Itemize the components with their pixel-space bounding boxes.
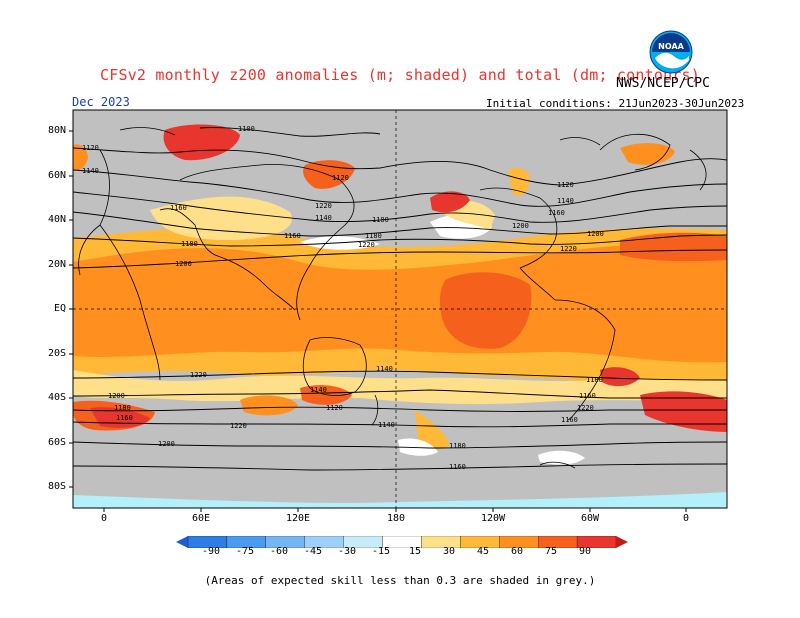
sa-red: [600, 367, 640, 387]
contour-label: 1200: [158, 440, 175, 448]
colorbar-label: -15: [371, 546, 391, 557]
noaa-logo: NOAA: [649, 30, 693, 74]
contour-label: 1220: [190, 371, 207, 379]
south-indian-orange: [240, 395, 298, 416]
northeast-yellow: [508, 168, 530, 196]
north-subtropic-yellow: [150, 196, 292, 240]
south-subtropic-yellow: [73, 370, 727, 405]
contour-label: 1180: [114, 404, 131, 412]
colorbar-arrow-left: [176, 536, 188, 548]
contour-label: 1160: [284, 232, 301, 240]
colorbar-arrow-right: [616, 536, 628, 548]
contour-label: 1220: [230, 422, 247, 430]
lat-label-40n: 40N: [47, 214, 66, 225]
lat-label-20s: 20S: [47, 348, 66, 359]
colorbar-label: 75: [544, 546, 558, 557]
contour-label: 1140: [82, 167, 99, 175]
contour-label: 1160: [579, 392, 596, 400]
contour-label: 1220: [315, 202, 332, 210]
contour-labels: 1100 1120 1140 1160 1180 1200 1220 1140 1120 1160…: [82, 125, 604, 471]
s-america-light: [538, 450, 585, 465]
lon-label-180: 180: [386, 513, 406, 524]
antarctic-ice: [73, 492, 727, 508]
height-contours: [73, 127, 727, 471]
contour-label: 1220: [358, 241, 375, 249]
colorbar-label: 90: [578, 546, 592, 557]
lat-label-80s: 80S: [47, 481, 66, 492]
contour-label: 1140: [376, 365, 393, 373]
na-red: [430, 191, 470, 213]
colorbar-label: -30: [337, 546, 357, 557]
colorbar-label: 45: [476, 546, 490, 557]
lat-label-40s: 40S: [47, 392, 66, 403]
central-pacific-max: [439, 272, 532, 349]
lon-label-120w: 120W: [480, 513, 506, 524]
contour-label: 1140: [315, 214, 332, 222]
contour-label: 1220: [560, 245, 577, 253]
lat-label-20n: 20N: [47, 259, 66, 270]
colorbar-label: 15: [408, 546, 422, 557]
atlantic-red: [620, 143, 675, 165]
contour-label: 1140: [378, 421, 395, 429]
lon-label-120e: 120E: [285, 513, 311, 524]
lat-label-60n: 60N: [47, 170, 66, 181]
contour-label: 1180: [372, 216, 389, 224]
contour-label: 1180: [181, 240, 198, 248]
contour-label: 1160: [561, 416, 578, 424]
arctic-red-1: [163, 124, 240, 161]
lon-label-60e: 60E: [191, 513, 211, 524]
contour-label: 1180: [365, 232, 382, 240]
colorbar-label: -45: [303, 546, 323, 557]
colorbar-label: 60: [510, 546, 524, 557]
axis-ticks: [69, 130, 687, 512]
contour-label: 1140: [310, 386, 327, 394]
contour-label: 1120: [557, 181, 574, 189]
colorbar-label: -60: [269, 546, 289, 557]
initial-conditions: Initial conditions: 21Jun2023-30Jun2023: [486, 97, 745, 110]
tropical-anomaly-core: [73, 243, 727, 363]
contour-label: 1160: [449, 463, 466, 471]
colorbar-label: 30: [442, 546, 456, 557]
contour-label: 1120: [332, 174, 349, 182]
eastern-max: [620, 232, 727, 262]
contour-label: 1200: [108, 392, 125, 400]
west-orange: [73, 144, 88, 171]
colorbar-label: -90: [201, 546, 221, 557]
lon-label-0: 0: [100, 513, 108, 524]
contour-label: 1100: [238, 125, 255, 133]
forecast-month: Dec 2023: [72, 95, 130, 109]
agency-label: NWS/NCEP/CPC: [616, 76, 710, 91]
colorbar: [176, 536, 628, 548]
skill-footnote: (Areas of expected skill less than 0.3 a…: [204, 574, 596, 587]
contour-label: 1160: [548, 209, 565, 217]
contour-label: 1160: [116, 414, 133, 422]
chart-title: CFSv2 monthly z200 anomalies (m; shaded)…: [100, 66, 700, 84]
lat-label-eq: EQ: [53, 303, 66, 314]
contour-label: 1220: [577, 404, 594, 412]
contour-label: 1200: [587, 230, 604, 238]
svg-text:NOAA: NOAA: [658, 42, 684, 51]
contour-label: 1200: [512, 222, 529, 230]
lon-label-0-east: 0: [682, 513, 690, 524]
contour-label: 1200: [175, 260, 192, 268]
se-pacific-red: [640, 391, 727, 432]
lat-label-60s: 60S: [47, 437, 66, 448]
contour-label: 1180: [449, 442, 466, 450]
s-pacific-white: [398, 438, 438, 456]
contour-label: 1140: [557, 197, 574, 205]
contour-label: 1120: [326, 404, 343, 412]
contour-label: 1120: [82, 144, 99, 152]
s-pacific-yellow: [415, 410, 450, 449]
contour-label: 1160: [170, 204, 187, 212]
lon-label-60w: 60W: [580, 513, 600, 524]
lat-label-80n: 80N: [47, 125, 66, 136]
colorbar-label: -75: [235, 546, 255, 557]
contour-label: 1180: [586, 376, 603, 384]
